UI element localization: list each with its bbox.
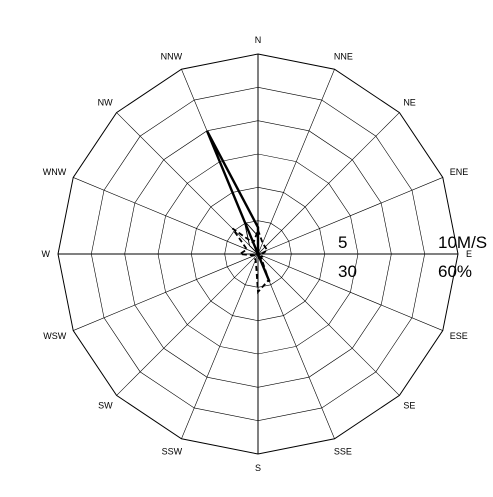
direction-label-e: E bbox=[466, 249, 472, 259]
direction-label-sse: SSE bbox=[334, 447, 352, 457]
scale-label-10m-s: 10M/S bbox=[438, 233, 487, 252]
spoke-ese bbox=[257, 253, 443, 331]
spoke-se bbox=[257, 253, 400, 396]
direction-label-nnw: NNW bbox=[161, 51, 183, 61]
spoke-sw bbox=[116, 253, 259, 396]
series-thick-solid bbox=[205, 130, 271, 283]
spoke-sse bbox=[257, 253, 335, 439]
spoke-ssw bbox=[181, 253, 259, 439]
direction-label-nne: NNE bbox=[334, 51, 353, 61]
direction-label-wnw: WNW bbox=[43, 167, 67, 177]
series-thin-solid bbox=[243, 219, 260, 258]
direction-label-ese: ESE bbox=[450, 331, 468, 341]
spoke-nw bbox=[116, 112, 259, 255]
direction-label-ssw: SSW bbox=[162, 447, 183, 457]
direction-label-sw: SW bbox=[98, 400, 113, 410]
scale-label-60-: 60% bbox=[438, 262, 472, 281]
direction-label-wsw: WSW bbox=[43, 331, 66, 341]
spoke-nne bbox=[257, 69, 335, 255]
spoke-ne bbox=[257, 112, 400, 255]
direction-label-w: W bbox=[42, 249, 51, 259]
direction-label-n: N bbox=[255, 35, 262, 45]
spoke-wsw bbox=[73, 253, 259, 331]
chart-grid bbox=[57, 53, 459, 455]
direction-label-s: S bbox=[255, 463, 261, 473]
direction-labels: N NNE NE ENE E ESE SE SSE S SSW SW WSW W WNW NW NNW bbox=[42, 35, 473, 473]
direction-label-ne: NE bbox=[403, 98, 416, 108]
direction-label-se: SE bbox=[403, 400, 415, 410]
spoke-ene bbox=[257, 177, 443, 255]
chart-series bbox=[205, 130, 271, 295]
series-dashed bbox=[231, 227, 270, 295]
scale-label-5: 5 bbox=[338, 233, 347, 252]
scale-label-30: 30 bbox=[338, 262, 357, 281]
spoke-wnw bbox=[73, 177, 259, 255]
direction-label-ene: ENE bbox=[450, 167, 469, 177]
scale-labels: 5 10M/S 30 60% bbox=[338, 233, 487, 281]
direction-label-nw: NW bbox=[98, 98, 113, 108]
